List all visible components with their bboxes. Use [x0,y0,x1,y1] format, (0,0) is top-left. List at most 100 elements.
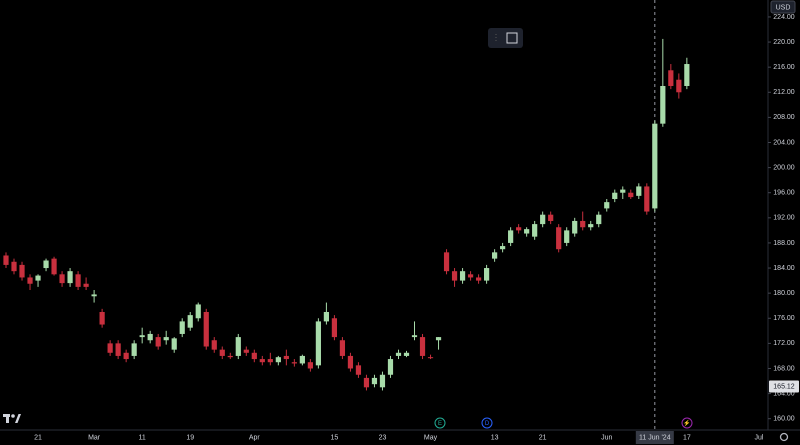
toolbar [488,28,523,48]
candle-body [171,338,177,350]
candle-body [163,337,169,341]
x-tick-label: 15 [331,434,339,441]
candle-body [379,374,386,388]
logo-part [15,414,21,423]
y-tick-label: 192.00 [773,215,795,222]
y-tick-label: 220.00 [773,39,795,46]
candle-body [371,377,378,385]
toolbar-bg [488,28,523,48]
candle-body [387,359,394,375]
candle-body [347,355,354,369]
currency-label: USD [776,4,791,11]
candle-body [612,192,618,199]
y-tick-label: 184.00 [773,265,795,272]
y-tick-label: 208.00 [773,114,795,121]
candle-body [179,321,185,334]
y-tick-label: 216.00 [773,64,795,71]
x-tick-label: 11 Jun '24 [639,434,671,441]
candle-body [299,355,305,364]
candle-body [235,337,241,356]
x-tick-label: 11 [139,434,146,441]
candle-body [275,357,281,363]
candle-body [187,315,193,328]
candle-body [540,214,546,225]
candle-body [211,340,217,350]
candle-body [67,271,73,284]
y-tick-label: 204.00 [773,139,795,146]
candle-body [411,335,418,338]
x-tick-label: Jul [754,434,763,441]
candle-body [195,304,201,319]
y-tick-label: 188.00 [773,240,795,247]
candle-body [243,349,249,353]
crosshair-label-bg [635,431,674,444]
x-tick-label: Apr [249,434,261,441]
event-badge [481,417,493,429]
candle-body [147,333,153,341]
candle-body [548,214,554,221]
candle-body [596,214,602,225]
y-tick-label: 168.00 [773,365,795,372]
zoom-icon[interactable] [506,32,518,44]
candle-body [628,192,634,198]
candle-body [123,352,129,360]
candle-body [572,220,578,234]
candle-body [203,311,209,347]
y-tick-label: 180.00 [773,290,795,297]
candle-body [227,355,233,358]
candle-body [35,275,41,281]
candle-body [155,337,161,347]
candle-body [475,277,482,281]
event-badge [681,417,693,429]
currency-button[interactable] [770,0,796,14]
candle-body [532,224,538,237]
settings-icon[interactable] [779,432,789,442]
event-label: D [485,421,490,427]
x-tick-label: 21 [539,434,547,441]
candle-body [516,227,522,231]
logo [3,414,21,423]
candle-body [307,362,313,369]
y-tick-label: 196.00 [773,190,795,197]
candle-body [291,362,297,364]
candle-body [355,365,362,375]
candle-body [660,86,666,124]
plot-area [3,0,690,430]
candle-body [604,202,610,209]
candle-body [676,79,682,93]
candle-body [668,70,674,86]
candle-body [492,252,498,259]
candle-body [588,224,594,228]
candle-body [99,311,105,325]
x-tick-label: May [424,434,438,441]
price-marker-bg [769,380,799,393]
x-tick-label: Jun [601,434,612,441]
candle-body [524,229,530,234]
candle-body [219,349,225,356]
event-label: E [438,421,442,427]
candle-body [459,271,466,281]
x-tick-label: 21 [34,434,42,441]
candle-body [435,337,442,341]
candle-body [484,268,490,281]
candle-body [259,359,265,363]
candle-body [508,230,514,243]
candle-body [427,357,434,359]
event-badge [434,417,446,429]
candle-body [684,64,690,86]
candle-body [403,352,410,356]
candle-body [283,355,289,360]
x-tick-label: 23 [379,434,387,441]
candle-body [27,277,33,284]
candle-body [51,258,57,275]
y-tick-label: 176.00 [773,315,795,322]
y-tick-label: 160.00 [773,416,795,423]
candle-body [620,189,626,193]
candle-body [75,274,81,287]
candle-body [331,318,338,338]
candle-body [59,274,65,284]
candle-body [267,359,273,363]
candle-body [251,352,257,360]
